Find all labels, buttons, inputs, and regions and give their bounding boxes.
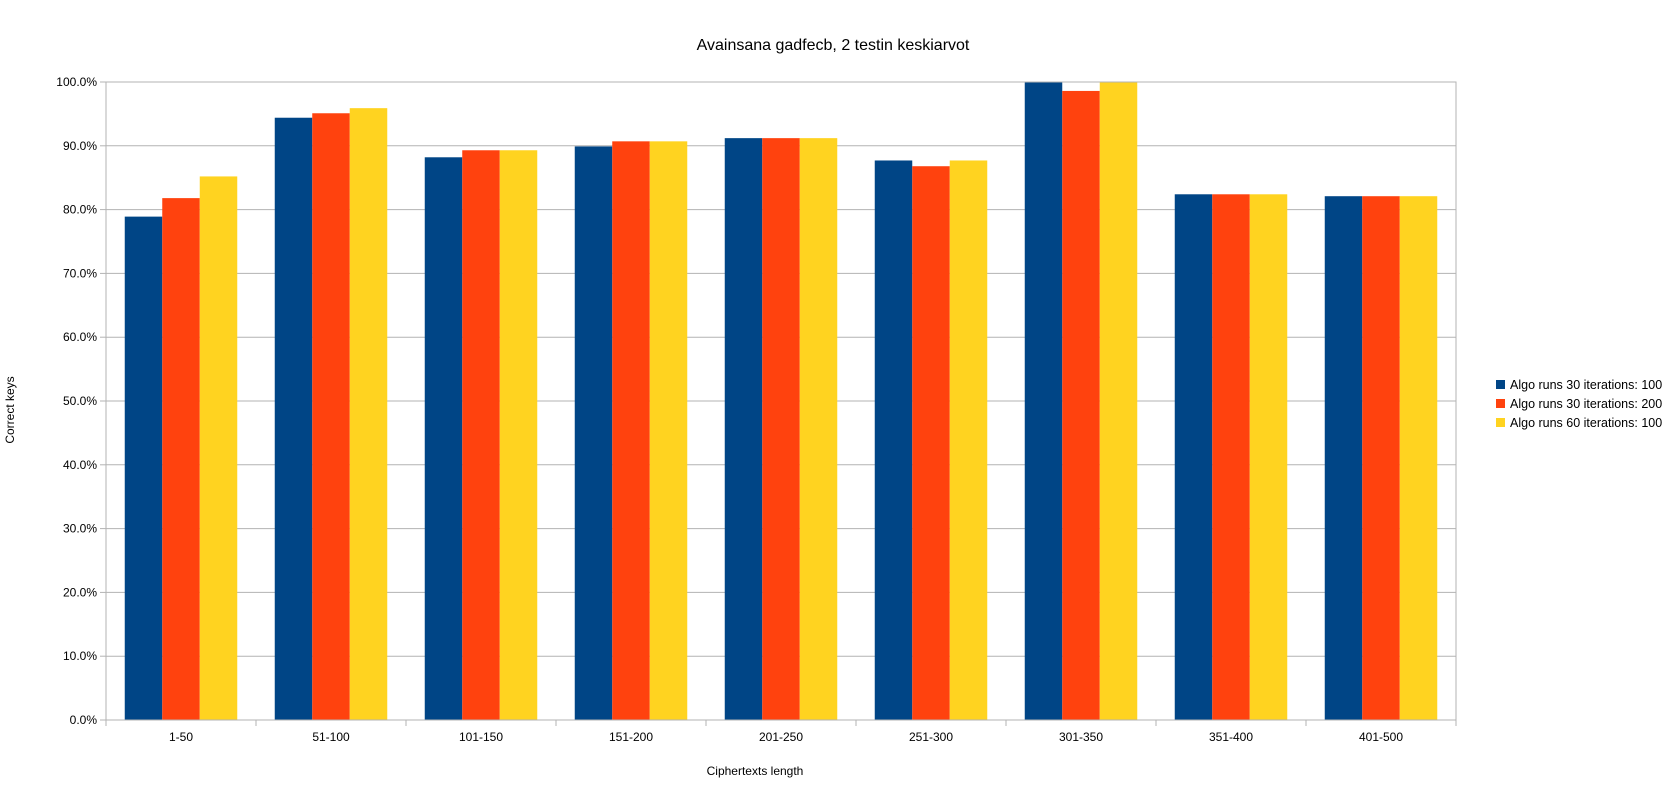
bar xyxy=(612,141,650,721)
y-tick-label: 20.0% xyxy=(63,585,97,599)
bar xyxy=(462,150,500,721)
bar xyxy=(1212,194,1250,721)
bar xyxy=(162,198,200,721)
legend-label: Algo runs 60 iterations: 100 xyxy=(1510,416,1662,430)
y-tick-label: 30.0% xyxy=(63,522,97,536)
y-tick-label: 100.0% xyxy=(56,75,97,89)
bar xyxy=(912,166,950,720)
bars xyxy=(124,82,1438,721)
bar xyxy=(199,176,238,720)
bar xyxy=(349,108,388,720)
bar xyxy=(499,150,538,721)
legend-label: Algo runs 30 iterations: 100 xyxy=(1510,378,1662,392)
legend-swatch xyxy=(1496,399,1505,408)
y-tick-labels: 0.0% 10.0% 20.0% 30.0% 40.0% 50.0% 60.0% 70.0% 8… xyxy=(56,75,97,727)
bar xyxy=(874,160,913,720)
legend-swatch xyxy=(1496,418,1505,427)
bar xyxy=(1174,194,1213,721)
bar xyxy=(574,146,613,721)
x-tick-label: 251-300 xyxy=(909,730,953,744)
plot-frame xyxy=(105,81,1457,721)
y-tick-label: 90.0% xyxy=(63,139,97,153)
x-axis-title: Ciphertexts length xyxy=(707,764,804,778)
x-tick-label: 351-400 xyxy=(1209,730,1253,744)
x-tick-label: 151-200 xyxy=(609,730,653,744)
y-tick-label: 10.0% xyxy=(63,649,97,663)
axes xyxy=(105,81,1457,726)
x-tick-label: 1-50 xyxy=(169,730,193,744)
bar xyxy=(799,138,838,721)
y-tick-label: 70.0% xyxy=(63,266,97,280)
bar xyxy=(724,138,763,721)
bar xyxy=(1062,90,1100,720)
bar xyxy=(949,160,988,720)
y-tick-label: 60.0% xyxy=(63,330,97,344)
bar xyxy=(649,141,688,721)
y-tick-label: 80.0% xyxy=(63,203,97,217)
bar xyxy=(1324,196,1363,720)
x-tick-label: 101-150 xyxy=(459,730,503,744)
y-tick-label: 0.0% xyxy=(70,713,98,727)
bar xyxy=(1362,196,1400,720)
bar xyxy=(1249,194,1288,721)
bar xyxy=(274,117,313,720)
y-tick-label: 50.0% xyxy=(63,394,97,408)
bar xyxy=(424,157,463,720)
x-tick-label: 401-500 xyxy=(1359,730,1403,744)
legend-swatch xyxy=(1496,380,1505,389)
x-tick-labels: 1-50 51-100 101-150 151-200 201-250 251-300 30… xyxy=(169,730,1403,744)
bar xyxy=(762,138,800,721)
bar xyxy=(1024,82,1063,720)
legend: Algo runs 30 iterations: 100 Algo runs 30… xyxy=(1496,378,1662,430)
x-tick-label: 201-250 xyxy=(759,730,803,744)
x-tick-label: 51-100 xyxy=(312,730,350,744)
y-tick-label: 40.0% xyxy=(63,458,97,472)
bar xyxy=(312,113,350,720)
bar xyxy=(1099,82,1138,720)
y-axis-title: Correct keys xyxy=(3,376,17,443)
x-tick-label: 301-350 xyxy=(1059,730,1103,744)
bar xyxy=(124,216,163,721)
bar xyxy=(1399,196,1438,720)
chart-title: Avainsana gadfecb, 2 testin keskiarvot xyxy=(697,37,970,54)
legend-label: Algo runs 30 iterations: 200 xyxy=(1510,397,1662,411)
